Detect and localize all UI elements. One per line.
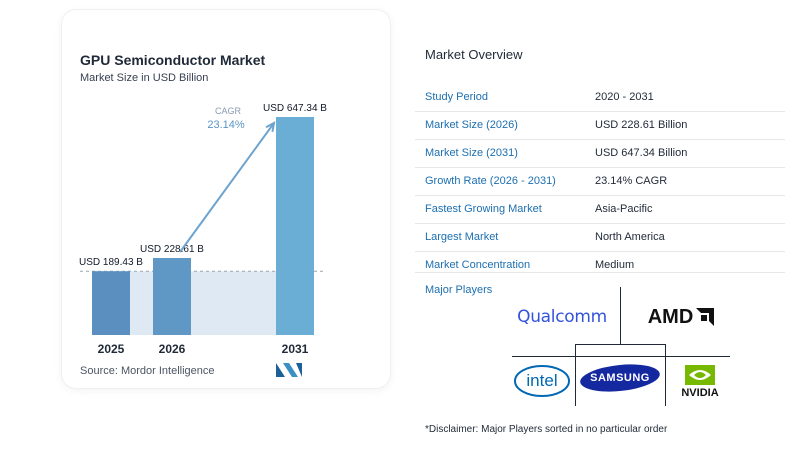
amd-logo: AMD (636, 302, 726, 332)
intel-logo: intel (512, 362, 572, 400)
intel-swoosh-icon (514, 365, 570, 397)
overview-row: Study Period 2020 - 2031 (415, 84, 785, 111)
overview-title: Market Overview (425, 47, 523, 62)
overview-label: Growth Rate (2026 - 2031) (425, 175, 556, 187)
bar-data-label: USD 228.61 B (140, 244, 204, 255)
bar-2025 (92, 271, 130, 335)
overview-value: Asia-Pacific (595, 203, 653, 215)
cagr-arrow-line (179, 122, 275, 253)
nvidia-logo-text: NVIDIA (681, 387, 719, 399)
bars-group: USD 189.43 B 2025 USD 228.61 B 2026 USD 647.… (79, 103, 327, 356)
overview-value: USD 647.34 Billion (595, 147, 688, 159)
major-players-label: Major Players (425, 284, 493, 296)
overview-value: Medium (595, 259, 635, 271)
cagr-value: 23.14% (207, 119, 245, 131)
overview-row: Market Size (2031) USD 647.34 Billion (415, 139, 785, 167)
logo-grid-line (665, 344, 666, 406)
overview-row: Growth Rate (2026 - 2031) 23.14% CAGR (415, 167, 785, 195)
logo-grid-line (575, 344, 665, 345)
disclaimer: *Disclaimer: Major Players sorted in no … (425, 424, 668, 435)
intel-logo-text: intel (526, 371, 558, 390)
qualcomm-logo: Qualcomm (512, 302, 612, 332)
overview-row: Market Size (2026) USD 228.61 Billion (415, 111, 785, 139)
bar-data-label: USD 647.34 B (263, 103, 327, 114)
overview-value: 23.14% CAGR (595, 175, 668, 187)
overview-label: Fastest Growing Market (425, 203, 542, 215)
overview-label: Market Size (2026) (425, 119, 518, 131)
chart-source: Source: Mordor Intelligence (80, 365, 215, 377)
cagr-arrow (179, 121, 276, 253)
cagr-arrow-head (265, 121, 276, 133)
bar-data-label: USD 189.43 B (79, 257, 143, 268)
logo-grid-line (575, 344, 576, 406)
samsung-logo-text: SAMSUNG (590, 372, 650, 384)
bar-2026 (153, 258, 191, 335)
overview-divider (415, 272, 785, 273)
overview-value: USD 228.61 Billion (595, 119, 688, 131)
amd-arrow-icon (696, 308, 715, 326)
samsung-logo: SAMSUNG (578, 362, 662, 394)
overview-row: Largest Market North America (415, 223, 785, 251)
overview-label: Study Period (425, 91, 488, 103)
overview-label: Largest Market (425, 231, 499, 243)
logo-grid-line (620, 287, 621, 344)
overview-value: North America (595, 231, 665, 243)
nvidia-logo: NVIDIA (672, 362, 728, 402)
overview-row: Market Concentration Medium (415, 251, 785, 279)
overview-table: Study Period 2020 - 2031 Market Size (20… (415, 84, 785, 279)
amd-logo-text: AMD (647, 305, 694, 328)
samsung-ellipse-icon (580, 364, 660, 392)
mordor-intelligence-logo (276, 363, 302, 382)
overview-label: Market Size (2031) (425, 147, 518, 159)
chart-title: GPU Semiconductor Market (80, 52, 266, 68)
x-tick-label: 2031 (282, 342, 309, 356)
nvidia-eye-icon (685, 365, 715, 385)
overview-value: 2020 - 2031 (595, 91, 654, 103)
cagr-label: CAGR (215, 106, 242, 116)
qualcomm-logo-text: Qualcomm (517, 307, 607, 327)
overview-label: Market Concentration (425, 259, 531, 271)
logo-grid-line (512, 356, 730, 357)
overview-row: Fastest Growing Market Asia-Pacific (415, 195, 785, 223)
chart-subtitle: Market Size in USD Billion (80, 72, 209, 84)
x-tick-label: 2025 (98, 342, 125, 356)
x-tick-label: 2026 (159, 342, 186, 356)
bar-2031 (276, 117, 314, 335)
